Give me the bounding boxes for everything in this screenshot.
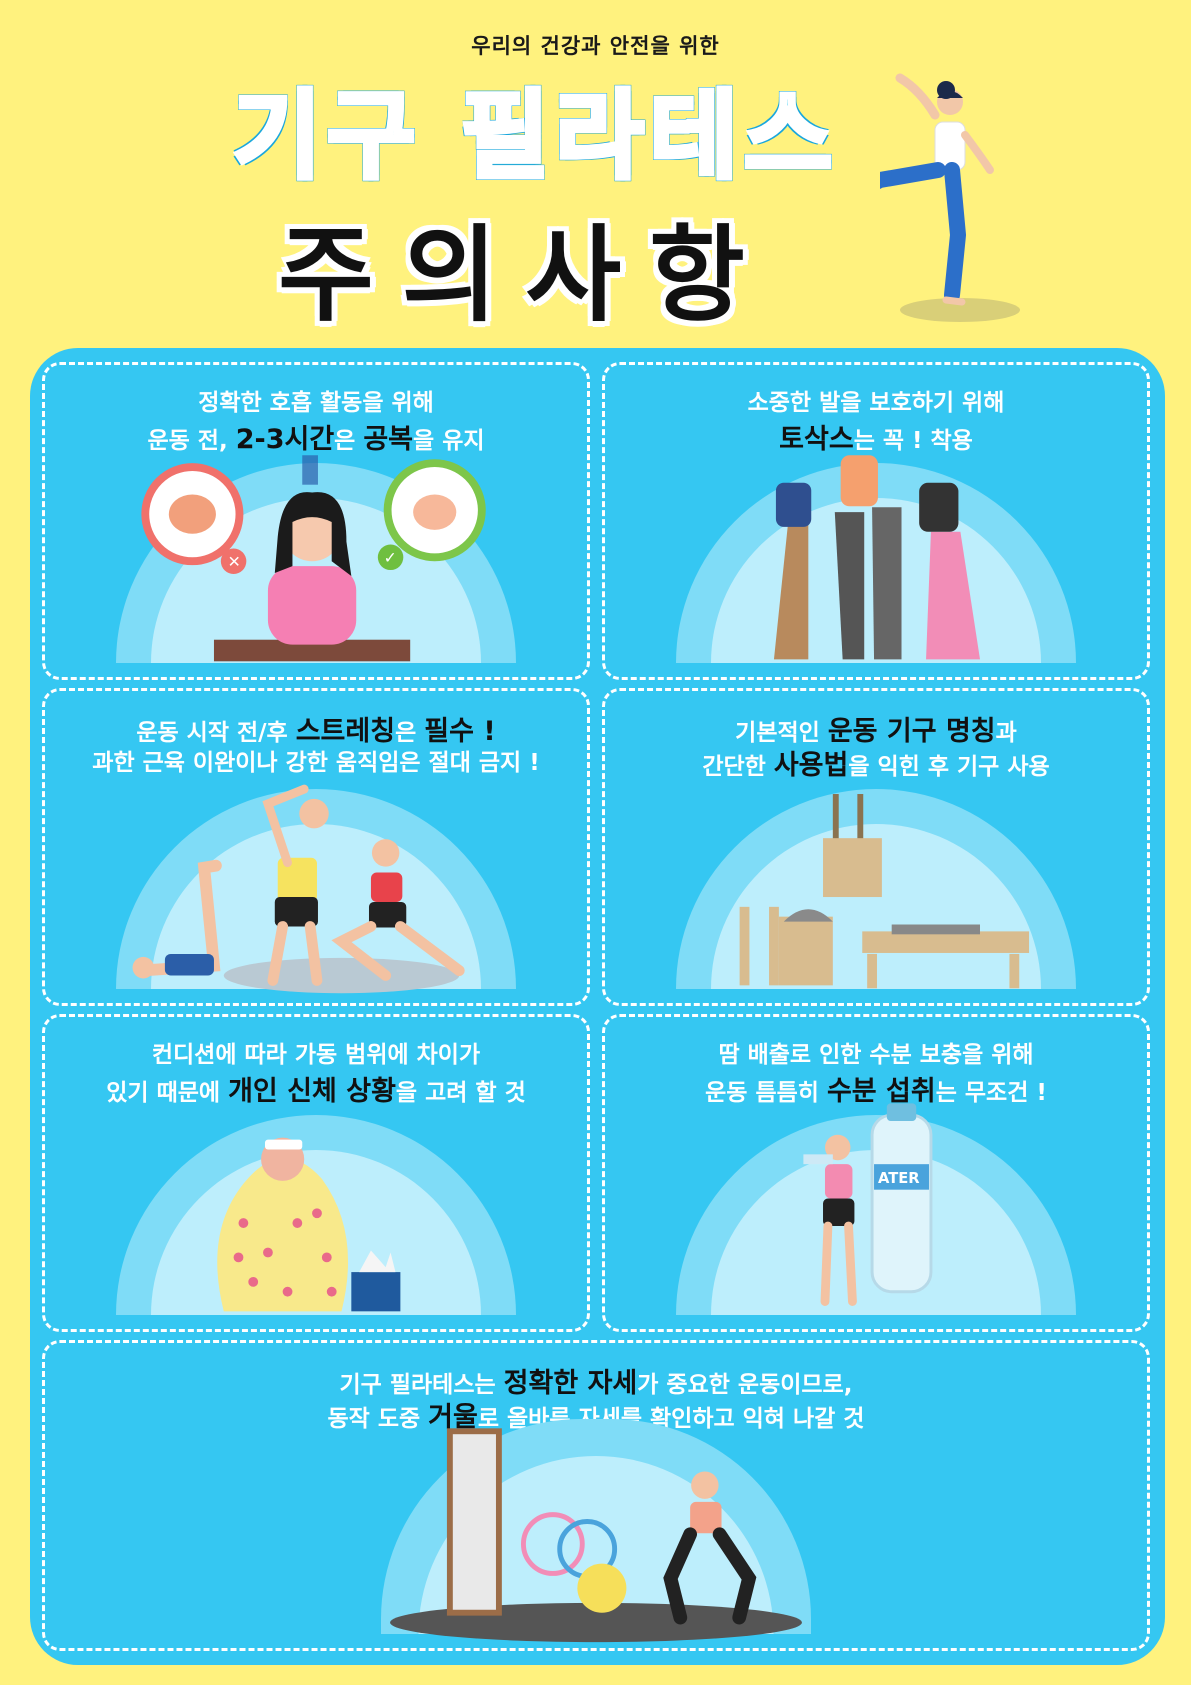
notice-line-1: 운동 시작 전/후 스트레칭은 필수 ! <box>45 709 587 748</box>
notice-text: 을 익힌 후 기구 사용 <box>848 754 1050 780</box>
notice-equipment: 기본적인 운동 기구 명칭과 간단한 사용법을 익힌 후 기구 사용 <box>602 688 1150 1006</box>
notice-text: 을 고려 할 것 <box>395 1080 526 1106</box>
notice-text: 과 <box>995 720 1017 746</box>
highlight-text: 토삭스 <box>779 424 854 455</box>
notice-line-1: 기구 필라테스는 정확한 자세가 중요한 운동이므로, <box>45 1361 1147 1400</box>
svg-text:✕: ✕ <box>228 552 241 571</box>
notice-text: 은 <box>334 428 364 454</box>
notice-line-2: 과한 근육 이완이나 강한 움직임은 절대 금지 ! <box>45 743 587 777</box>
toe-socks-legs-icon <box>773 455 980 660</box>
notice-text: 간단한 <box>702 754 774 780</box>
notice-text: 컨디션에 따라 가동 범위에 차이가 <box>151 1042 481 1068</box>
notice-text: 소중한 발을 보호하기 위해 <box>747 390 1005 416</box>
woman-thinking-stomach-icon: ✕ ✓ <box>141 455 486 662</box>
woman-drinking-water-icon: ATER <box>803 1103 933 1306</box>
water-bottle-label: ATER <box>878 1170 920 1187</box>
notice-empty-stomach: 정확한 호흡 활동을 위해 운동 전, 2-3시간은 공복을 유지 ✕ ✓ <box>42 362 590 680</box>
highlight-text: 2-3시간 <box>235 424 335 455</box>
notice-text: 과한 근육 이완이나 강한 움직임은 절대 금지 ! <box>92 750 540 776</box>
notice-text: 기본적인 <box>735 720 828 746</box>
svg-text:✓: ✓ <box>384 548 397 567</box>
highlight-text: 정확한 자세 <box>503 1368 638 1399</box>
notice-line-1: 컨디션에 따라 가동 범위에 차이가 <box>45 1035 587 1069</box>
notice-text: 가 중요한 운동이므로, <box>637 1372 853 1398</box>
notice-line-2: 운동 전, 2-3시간은 공복을 유지 <box>45 417 587 456</box>
notice-text: 기구 필라테스는 <box>339 1372 504 1398</box>
notice-stretching: 운동 시작 전/후 스트레칭은 필수 ! 과한 근육 이완이나 강한 움직임은 … <box>42 688 590 1006</box>
notice-text: 정확한 호흡 활동을 위해 <box>198 390 434 416</box>
woman-squat-mirror-icon <box>390 1428 802 1643</box>
subtitle: 우리의 건강과 안전을 위한 <box>471 34 720 58</box>
highlight-text: 거울 <box>428 1402 478 1433</box>
notice-line-2: 간단한 사용법을 익힌 후 기구 사용 <box>605 743 1147 782</box>
notice-line-1: 정확한 호흡 활동을 위해 <box>45 383 587 417</box>
highlight-text: 사용법 <box>773 750 849 781</box>
highlight-text: 개인 신체 상황 <box>228 1076 396 1107</box>
notice-text: 을 유지 <box>413 428 485 454</box>
notice-text: 운동 전, <box>147 428 236 454</box>
highlight-text: 공복 <box>363 424 414 455</box>
page-title: 기구 필라테스 <box>230 78 839 195</box>
notice-line-1: 땀 배출로 인한 수분 보충을 위해 <box>605 1035 1147 1069</box>
highlight-text: 수분 섭취 <box>826 1076 936 1107</box>
people-stretching-icon <box>132 784 465 994</box>
notice-line-1: 기본적인 운동 기구 명칭과 <box>605 709 1147 748</box>
notice-condition: 컨디션에 따라 가동 범위에 차이가 있기 때문에 개인 신체 상황을 고려 할… <box>42 1014 590 1332</box>
notice-line-2: 있기 때문에 개인 신체 상황을 고려 할 것 <box>45 1069 587 1108</box>
notice-text: 동작 도중 <box>327 1406 429 1432</box>
yoga-woman-icon <box>880 73 1020 322</box>
notice-text: 땀 배출로 인한 수분 보충을 위해 <box>718 1042 1034 1068</box>
notice-hydration: 땀 배출로 인한 수분 보충을 위해 운동 틈틈히 수분 섭취는 무조건 ! A… <box>602 1014 1150 1332</box>
notice-text: 는 꼭 ! 착용 <box>853 428 973 454</box>
notice-mirror-posture: 기구 필라테스는 정확한 자세가 중요한 운동이므로, 동작 도중 거울로 올바… <box>42 1340 1150 1651</box>
notice-text: 운동 틈틈히 <box>705 1080 827 1106</box>
highlight-text: 스트레칭 <box>295 716 396 747</box>
highlight-text: 필수 ! <box>424 716 496 747</box>
pilates-equipment-icon <box>739 794 1030 989</box>
notice-text: 운동 시작 전/후 <box>136 720 296 746</box>
notice-text: 있기 때문에 <box>106 1080 229 1106</box>
notice-text: 은 <box>395 720 425 746</box>
page-subtitle: 주의사항 <box>278 214 773 336</box>
notice-board: 정확한 호흡 활동을 위해 운동 전, 2-3시간은 공복을 유지 ✕ ✓ 소중… <box>30 348 1165 1665</box>
notice-text: 는 무조건 ! <box>935 1080 1047 1106</box>
highlight-text: 운동 기구 명칭 <box>827 716 996 747</box>
notice-line-1: 소중한 발을 보호하기 위해 <box>605 383 1147 417</box>
notice-toe-socks: 소중한 발을 보호하기 위해 토삭스는 꼭 ! 착용 <box>602 362 1150 680</box>
notice-line-2: 토삭스는 꼭 ! 착용 <box>605 417 1147 456</box>
sick-woman-blanket-icon <box>217 1137 401 1312</box>
notice-line-2: 운동 틈틈히 수분 섭취는 무조건 ! <box>605 1069 1147 1108</box>
